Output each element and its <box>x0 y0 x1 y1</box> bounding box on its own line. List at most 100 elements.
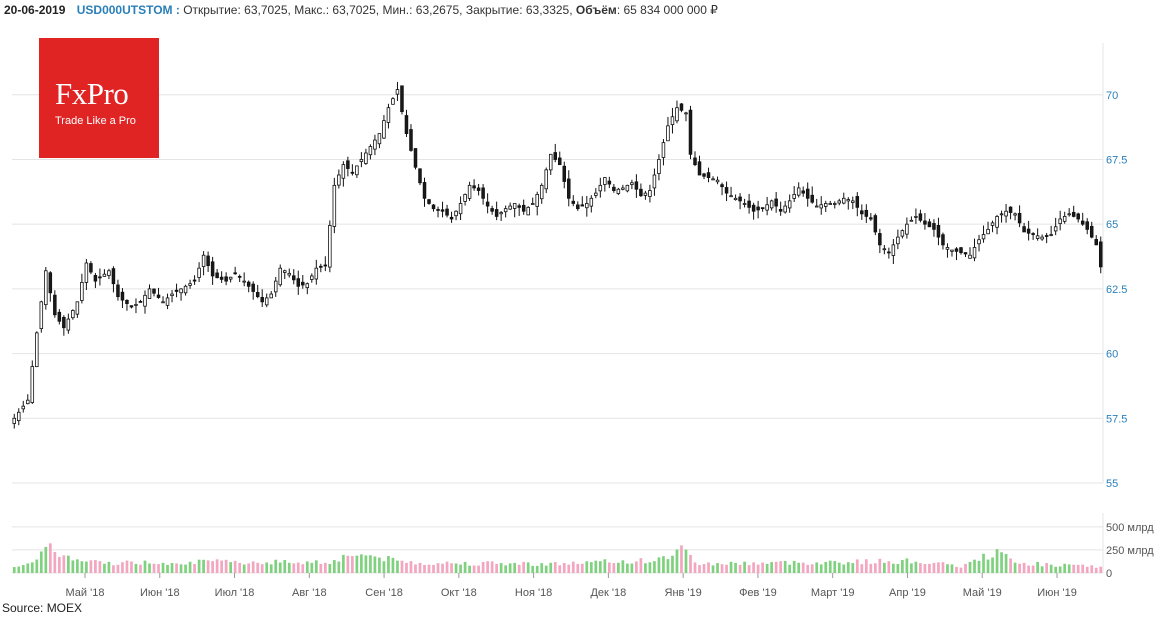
candle-body <box>364 152 368 164</box>
volume-bar <box>1031 565 1035 573</box>
ticker-symbol[interactable]: USD000UTSTOM : <box>76 3 180 17</box>
volume-bar <box>364 555 368 573</box>
volume-bar <box>76 559 79 573</box>
volume-bar <box>351 556 354 573</box>
volume-bar <box>964 563 967 573</box>
volume-bar <box>1067 564 1071 573</box>
price-tick-label: 62.5 <box>1106 284 1127 296</box>
volume-bar <box>756 564 760 573</box>
candle-body <box>17 411 21 422</box>
volume-bar <box>414 564 417 573</box>
candle-body <box>909 219 914 222</box>
time-tick-label: Янв '19 <box>665 587 702 599</box>
candle-body <box>833 203 837 205</box>
candle-body <box>1026 228 1031 234</box>
candle-body <box>314 267 319 280</box>
candle-body <box>878 233 882 246</box>
volume-bar <box>441 563 444 573</box>
volume-bar <box>702 564 706 573</box>
candle-body <box>422 182 427 199</box>
volume-bar <box>220 560 223 573</box>
volume-bar <box>332 560 336 573</box>
volume-bar <box>67 555 70 573</box>
volume-bar <box>369 555 372 573</box>
volume-bar <box>671 555 674 573</box>
candle-body <box>783 205 787 213</box>
volume-bar <box>932 562 936 573</box>
volume-bar <box>382 561 386 573</box>
candle-body <box>125 299 129 304</box>
candle-body <box>616 188 621 194</box>
candle-body <box>463 194 467 202</box>
candle-body <box>706 172 711 178</box>
volume-bar <box>35 559 39 573</box>
volume-bar <box>1090 565 1094 573</box>
volume-bar <box>247 563 251 573</box>
volume-bar <box>337 561 341 573</box>
volume-bar <box>1085 566 1089 573</box>
candle-body <box>242 280 246 283</box>
candle-body <box>869 217 873 220</box>
candle-body <box>553 152 557 160</box>
candle-body <box>120 291 125 301</box>
volume-bar <box>17 566 21 573</box>
candle-body <box>323 264 328 267</box>
candle-body <box>445 208 449 216</box>
candle-body <box>986 228 990 235</box>
volume-bar <box>166 564 169 573</box>
volume-bar <box>589 562 593 573</box>
volume-bar <box>328 564 332 573</box>
candle-body <box>801 190 805 194</box>
candle-body <box>210 261 215 277</box>
candle-body <box>508 205 512 210</box>
time-tick-label: Ноя '18 <box>515 587 552 599</box>
volume-bar <box>982 553 985 573</box>
volume-bar <box>161 562 165 573</box>
candle-body <box>774 198 778 207</box>
volume-bar <box>531 565 535 573</box>
volume-bar <box>522 561 526 573</box>
volume-bar <box>580 563 584 573</box>
candle-body <box>147 288 152 299</box>
candle-body <box>1085 221 1089 230</box>
candle-body <box>170 293 174 297</box>
volume-bar <box>842 564 846 573</box>
candle-body <box>612 186 616 191</box>
candle-body <box>855 196 860 208</box>
volume-bar <box>869 563 873 573</box>
price-tick-label: 70 <box>1106 90 1118 102</box>
candle-body <box>562 165 567 182</box>
volume-bar <box>1045 563 1048 573</box>
candle-body <box>968 254 972 259</box>
volume-bar <box>774 561 778 573</box>
volume-bar <box>747 565 751 573</box>
candle-body <box>1076 213 1080 220</box>
volume-bar <box>314 560 318 573</box>
candle-body <box>107 270 111 276</box>
volume-bar <box>648 562 652 573</box>
volume-bar <box>896 564 900 573</box>
candle-body <box>607 180 612 185</box>
volume-bar <box>882 562 886 573</box>
volume-bar <box>450 563 453 573</box>
volume-bar <box>504 565 508 573</box>
candle-body <box>684 112 688 115</box>
candle-body <box>21 405 26 410</box>
volume-bar <box>765 563 769 573</box>
open-value: Открытие: 63,7025, <box>183 3 291 17</box>
volume-bar <box>720 564 724 573</box>
volume-bar <box>725 564 728 573</box>
candle-body <box>111 268 116 285</box>
candle-body <box>436 209 440 211</box>
candle-body <box>233 272 237 275</box>
candle-body <box>1062 216 1067 222</box>
candle-body <box>657 159 661 174</box>
candle-body <box>197 267 201 278</box>
candle-body <box>932 223 936 230</box>
candle-body <box>1080 220 1085 225</box>
candle-body <box>1071 211 1076 217</box>
candle-body <box>228 276 233 280</box>
volume-bar <box>283 559 287 573</box>
candle-body <box>260 296 264 303</box>
volume-bar <box>585 561 589 573</box>
